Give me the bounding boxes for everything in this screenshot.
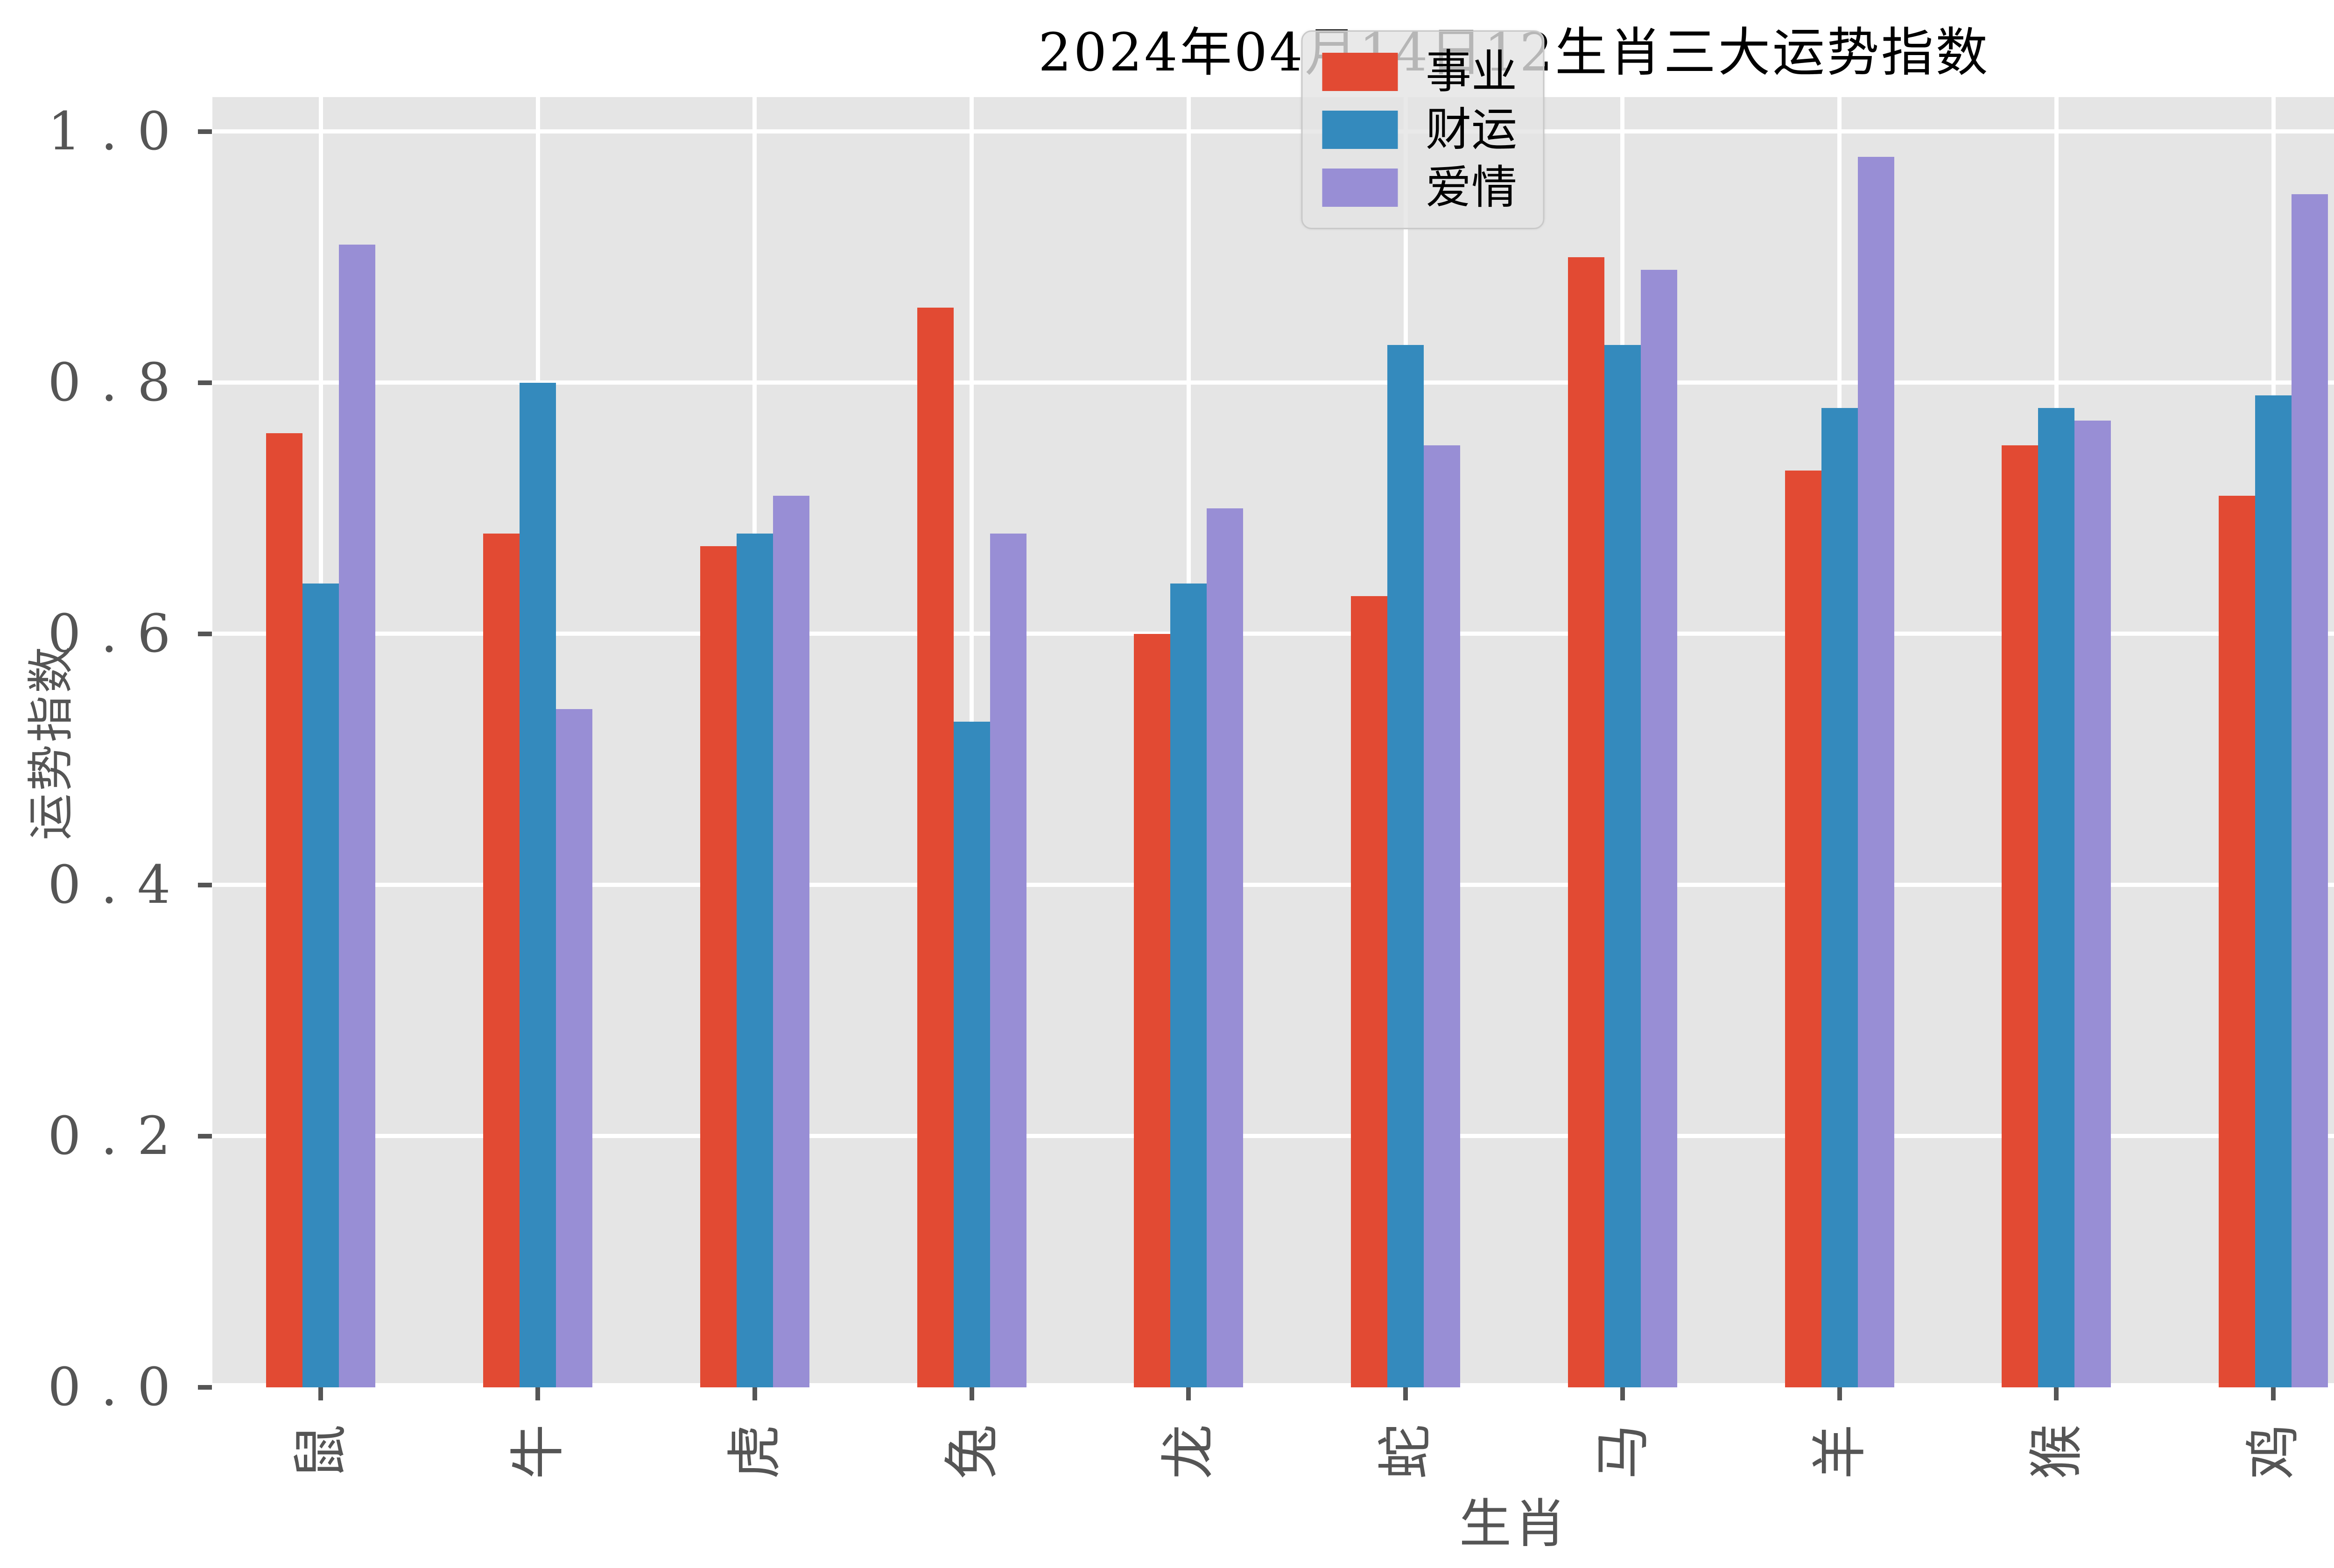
legend-swatch	[1322, 169, 1398, 207]
bar-财运-虎	[736, 533, 773, 1387]
y-tick-mark	[198, 631, 212, 636]
bar-事业-猴	[2002, 445, 2039, 1387]
bar-事业-马	[1568, 257, 1604, 1387]
bar-事业-羊	[1785, 471, 1821, 1387]
legend-swatch	[1322, 53, 1398, 91]
x-tick-label: 鸡	[2241, 1424, 2306, 1480]
bar-爱情-马	[1640, 269, 1677, 1387]
legend-item: 爱情	[1322, 161, 1518, 214]
bar-group	[700, 97, 809, 1387]
bar-事业-兔	[917, 307, 954, 1387]
x-tick-label: 猴	[2024, 1424, 2089, 1480]
y-tick-mark	[198, 380, 212, 385]
legend-item: 财运	[1322, 103, 1518, 156]
y-tick-mark	[198, 882, 212, 887]
bar-财运-牛	[520, 382, 556, 1387]
x-tick-label: 蛇	[1373, 1424, 1438, 1480]
bar-财运-蛇	[1387, 345, 1424, 1387]
bar-事业-龙	[1134, 634, 1171, 1387]
x-tick-label: 虎	[722, 1424, 787, 1480]
bar-group	[483, 97, 593, 1387]
bar-财运-鸡	[2255, 395, 2292, 1387]
y-tick-label: 0.6	[48, 603, 190, 664]
x-tick-mark	[969, 1387, 974, 1400]
bar-事业-牛	[483, 533, 520, 1387]
x-tick-mark	[1620, 1387, 1625, 1400]
legend-label: 财运	[1425, 103, 1518, 156]
x-tick-label: 羊	[1807, 1424, 1872, 1480]
y-tick-label: 0.0	[48, 1357, 190, 1418]
x-tick-label: 马	[1590, 1424, 1655, 1480]
y-axis-label: 运势指数	[23, 644, 78, 840]
legend-swatch	[1322, 111, 1398, 149]
legend-label: 爱情	[1425, 161, 1518, 214]
gridline-h	[212, 883, 2334, 887]
x-axis-label: 生肖	[1459, 1494, 1569, 1554]
bar-group	[1785, 97, 1894, 1387]
y-tick-label: 1.0	[48, 101, 190, 162]
x-tick-label: 龙	[1156, 1424, 1221, 1480]
x-tick-mark	[2054, 1387, 2059, 1400]
bar-事业-蛇	[1351, 596, 1388, 1387]
x-tick-mark	[535, 1387, 541, 1400]
gridline-h	[212, 129, 2334, 134]
bar-group	[1134, 97, 1244, 1387]
x-tick-mark	[1186, 1387, 1191, 1400]
x-tick-label: 鼠	[288, 1424, 353, 1480]
bar-group	[2002, 97, 2111, 1387]
bar-财运-马	[1604, 345, 1641, 1387]
gridline-h	[212, 380, 2334, 385]
gridline-h	[212, 1383, 2334, 1387]
x-tick-mark	[2271, 1387, 2276, 1400]
y-tick-mark	[198, 129, 212, 134]
x-tick-label: 兔	[939, 1424, 1004, 1480]
x-tick-label: 牛	[506, 1424, 570, 1480]
bar-财运-猴	[2038, 408, 2075, 1387]
y-tick-label: 0.8	[48, 352, 190, 413]
bar-爱情-猴	[2074, 420, 2111, 1387]
bar-爱情-蛇	[1424, 445, 1461, 1387]
x-tick-mark	[318, 1387, 323, 1400]
y-tick-label: 0.4	[48, 854, 190, 915]
legend: 事业 财运 爱情	[1301, 30, 1545, 229]
plot-area	[212, 97, 2334, 1387]
bar-group	[266, 97, 376, 1387]
bar-财运-龙	[1170, 584, 1207, 1387]
legend-item: 事业	[1322, 45, 1518, 98]
bar-爱情-牛	[556, 709, 593, 1387]
bar-财运-羊	[1821, 408, 1858, 1387]
bar-group	[917, 97, 1026, 1387]
bar-爱情-龙	[1207, 508, 1244, 1387]
bar-事业-鼠	[266, 433, 303, 1387]
bar-财运-兔	[953, 722, 990, 1387]
bar-事业-虎	[700, 546, 737, 1387]
x-tick-mark	[1837, 1387, 1842, 1400]
legend-label: 事业	[1425, 45, 1518, 98]
y-tick-label: 0.2	[48, 1105, 190, 1167]
bar-group	[2219, 97, 2328, 1387]
chart-title: 2024年04月14日12生肖三大运势指数	[212, 18, 2334, 88]
bar-group	[1351, 97, 1461, 1387]
bar-爱情-鼠	[339, 245, 376, 1387]
y-tick-mark	[198, 1385, 212, 1390]
bar-group	[1568, 97, 1677, 1387]
bar-爱情-虎	[773, 496, 809, 1387]
gridline-h	[212, 632, 2334, 636]
x-tick-mark	[1403, 1387, 1408, 1400]
gridline-h	[212, 1134, 2334, 1139]
bar-爱情-羊	[1857, 156, 1894, 1387]
y-tick-mark	[198, 1133, 212, 1139]
bar-财运-鼠	[302, 584, 339, 1387]
x-tick-mark	[752, 1387, 757, 1400]
bar-爱情-兔	[990, 533, 1026, 1387]
bar-事业-鸡	[2219, 496, 2256, 1387]
bar-爱情-鸡	[2292, 194, 2328, 1387]
